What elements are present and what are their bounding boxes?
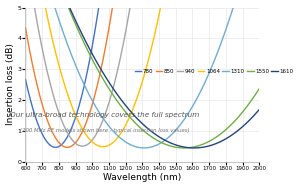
Legend: 780, 850, 940, 1064, 1310, 1550, 1610: 780, 850, 940, 1064, 1310, 1550, 1610 (135, 69, 294, 74)
940 (128, 7, 132, 9)
1064 (159, 7, 162, 9)
1610 (257, 108, 261, 111)
780 (30, 105, 34, 107)
940 (96, 130, 100, 132)
940 (33, 7, 36, 9)
850 (94, 89, 98, 91)
850 (65, 146, 69, 149)
1064 (67, 97, 70, 99)
940 (124, 29, 128, 31)
1310 (225, 26, 229, 28)
1310 (231, 7, 235, 9)
780 (24, 78, 27, 81)
Text: Our ultra-broad technology covers the full spectrum: Our ultra-broad technology covers the fu… (10, 112, 200, 118)
Line: 850: 850 (26, 8, 112, 147)
1610 (112, 89, 116, 91)
850 (111, 7, 114, 9)
1064 (65, 92, 69, 94)
850 (24, 27, 27, 29)
780 (54, 146, 57, 149)
Text: (200 MHz RF models shown here - typical insertion loss values): (200 MHz RF models shown here - typical … (20, 128, 190, 133)
1550 (67, 7, 70, 9)
940 (80, 145, 84, 147)
780 (77, 104, 81, 106)
Line: 1310: 1310 (55, 8, 233, 148)
1310 (193, 102, 196, 104)
1064 (44, 7, 47, 9)
1550 (253, 94, 257, 96)
1310 (106, 124, 110, 126)
940 (97, 129, 100, 131)
1064 (101, 146, 105, 148)
1064 (104, 145, 108, 147)
940 (79, 145, 83, 147)
Line: 1610: 1610 (70, 8, 259, 148)
Line: 780: 780 (26, 8, 99, 147)
850 (68, 146, 72, 148)
1064 (130, 109, 134, 111)
850 (93, 93, 97, 96)
Line: 1550: 1550 (68, 8, 259, 148)
780 (94, 24, 98, 26)
1610 (171, 143, 175, 145)
1550 (182, 147, 186, 149)
1310 (98, 112, 102, 115)
1610 (161, 138, 165, 140)
1610 (192, 147, 196, 149)
780 (80, 95, 83, 97)
1550 (71, 17, 74, 19)
1064 (88, 139, 92, 141)
940 (92, 137, 96, 139)
1310 (65, 41, 68, 43)
1610 (68, 6, 71, 9)
780 (97, 7, 101, 9)
850 (76, 138, 80, 140)
1310 (53, 6, 57, 9)
1610 (72, 17, 76, 19)
Line: 940: 940 (34, 8, 130, 146)
1610 (153, 133, 157, 135)
1610 (239, 127, 243, 129)
940 (56, 108, 60, 111)
1550 (124, 111, 128, 114)
Line: 1064: 1064 (45, 8, 160, 147)
X-axis label: Wavelength (nm): Wavelength (nm) (103, 174, 182, 182)
Y-axis label: Insertion loss (dB): Insertion loss (dB) (6, 44, 15, 125)
1310 (80, 77, 83, 80)
1310 (142, 147, 146, 149)
1550 (257, 88, 261, 90)
1550 (126, 113, 129, 116)
1550 (127, 115, 130, 117)
780 (25, 84, 29, 87)
1064 (65, 92, 69, 94)
780 (48, 144, 52, 146)
1550 (231, 122, 235, 124)
850 (60, 144, 63, 146)
850 (100, 66, 103, 68)
